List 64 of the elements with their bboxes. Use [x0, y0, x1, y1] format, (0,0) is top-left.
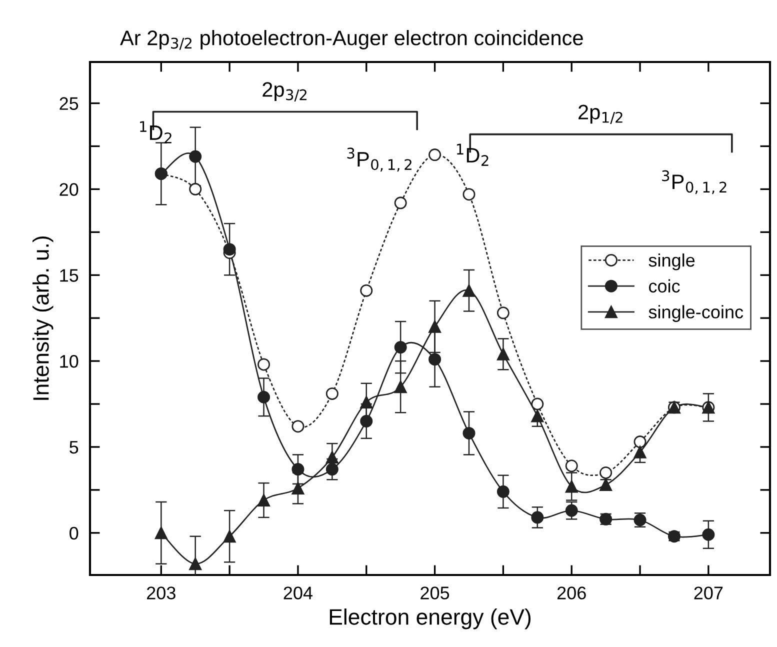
y-tick-label: 20	[60, 183, 78, 196]
x-tick-label: 207	[694, 586, 723, 600]
point	[600, 466, 612, 479]
point	[600, 478, 612, 492]
x-tick-label: 204	[284, 586, 313, 600]
annotation: 2p$_{1/2}$	[578, 104, 622, 124]
point	[154, 526, 168, 540]
x-tick-label: 203	[146, 586, 176, 600]
point	[223, 530, 236, 543]
point	[462, 284, 476, 297]
point	[292, 463, 304, 476]
y-tick-label: 0	[70, 526, 78, 540]
x-tick-label: 206	[557, 586, 586, 600]
point	[326, 451, 338, 464]
annotation: $^{3}$P$_{0,1,2}$	[662, 170, 726, 194]
point	[189, 182, 202, 196]
y-tick-label: 15	[60, 269, 78, 282]
point	[394, 196, 407, 210]
point	[531, 511, 544, 524]
point	[428, 353, 442, 366]
y-axis-title: Intensity (arb. u.)	[32, 236, 54, 400]
chart-title: Ar 2p$_{3/2}$ photoelectron-Auger electron coincidence	[120, 30, 583, 50]
point	[360, 284, 373, 297]
point	[258, 494, 270, 506]
point	[565, 460, 578, 472]
y-tick-label: 25	[60, 97, 78, 110]
point	[702, 528, 715, 541]
point	[292, 420, 304, 433]
point	[496, 348, 510, 360]
y-tick-label: 5	[70, 441, 78, 454]
point	[189, 558, 202, 570]
annotation: 2p$_{3/2}$	[262, 82, 306, 102]
legend-label: single	[648, 253, 695, 270]
y-tick-label: 10	[60, 354, 78, 368]
point	[428, 320, 442, 333]
legend-label: coic	[648, 279, 680, 293]
point	[496, 485, 510, 498]
point	[258, 390, 270, 404]
point	[394, 380, 407, 394]
point	[292, 482, 304, 494]
legend-label: single-coinc	[648, 305, 744, 322]
point	[462, 188, 476, 201]
point	[326, 387, 338, 400]
point	[634, 436, 646, 448]
annotation: $^{3}$P$_{0,1,2}$	[347, 148, 412, 172]
point	[258, 358, 270, 371]
point	[531, 410, 544, 422]
point	[462, 426, 476, 440]
point	[531, 398, 544, 410]
point	[360, 414, 373, 428]
annotation: $^{1}$D$_{2}$	[456, 144, 488, 166]
point	[326, 463, 338, 476]
point	[428, 148, 442, 162]
point	[189, 150, 202, 163]
point	[565, 504, 578, 517]
point	[634, 446, 646, 458]
annotation: $^{1}$D$_{2}$	[140, 121, 172, 144]
x-tick-label: 205	[420, 586, 450, 600]
point	[394, 341, 407, 354]
point	[496, 306, 510, 320]
x-axis-title: Electron energy (eV)	[330, 608, 531, 630]
point	[360, 396, 373, 409]
point	[223, 243, 236, 256]
point	[565, 480, 578, 493]
